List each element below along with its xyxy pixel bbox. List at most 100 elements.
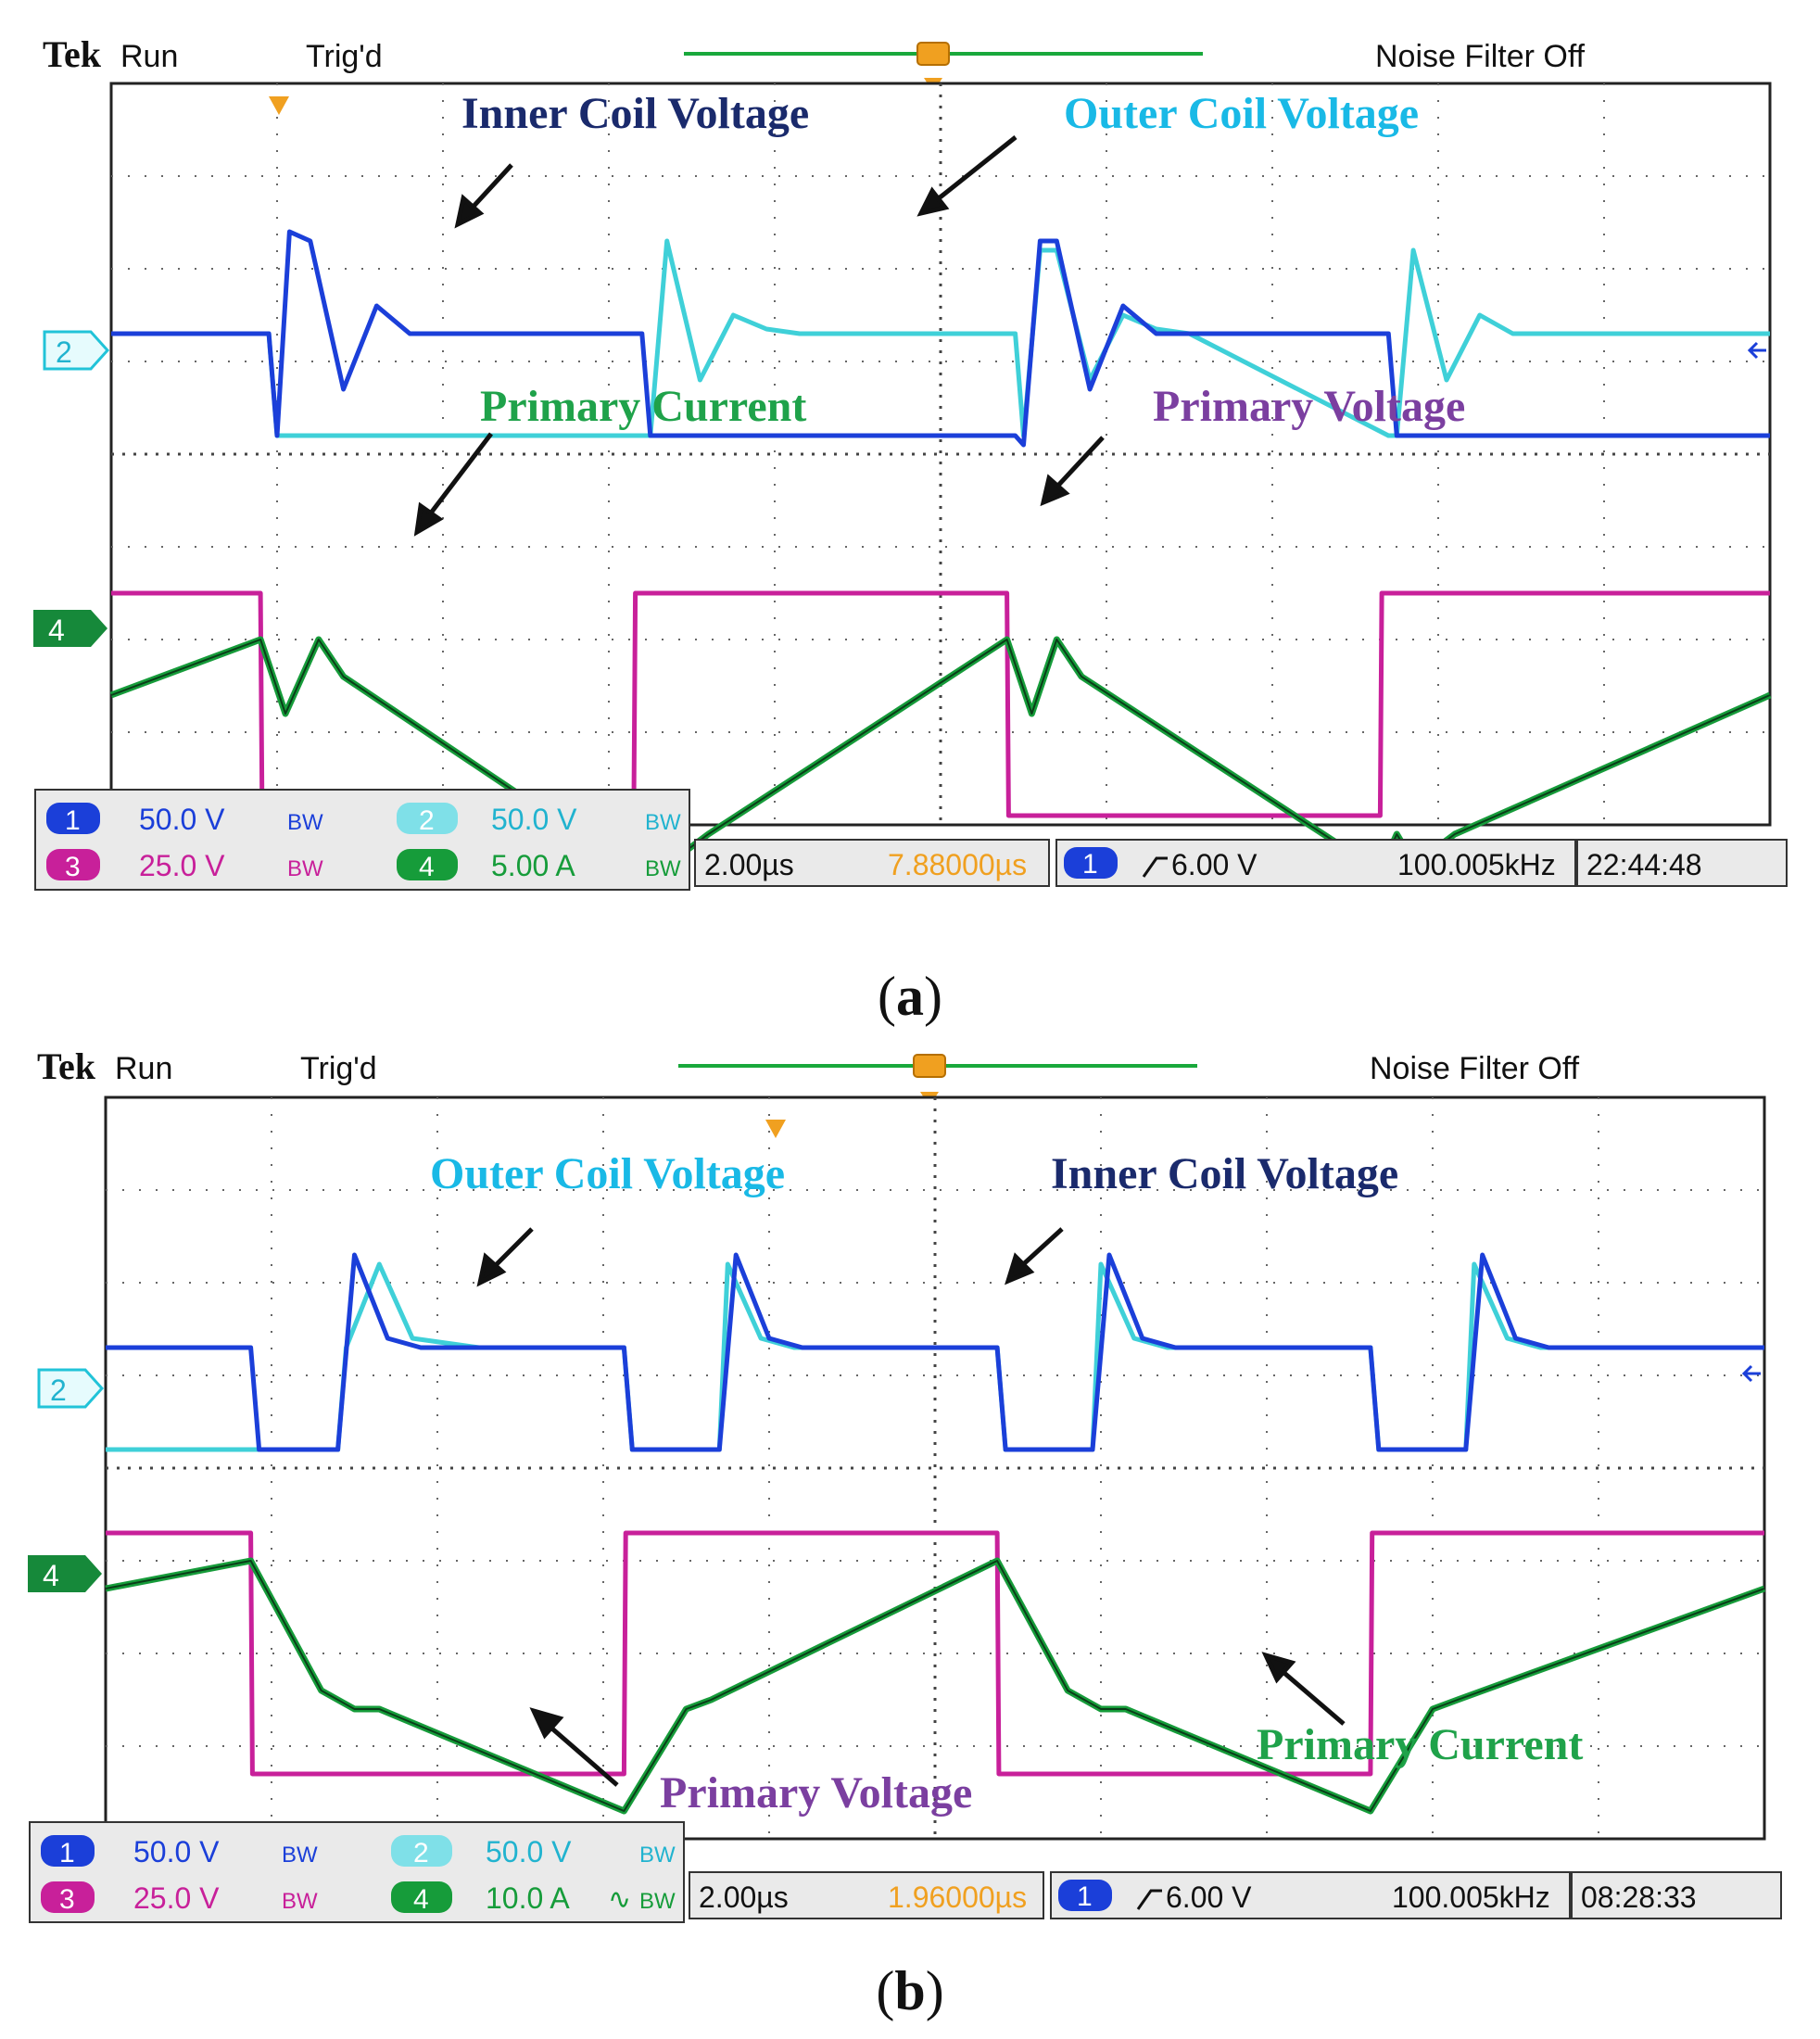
panel-a-timebase: 2.00µs (704, 848, 794, 881)
panel-b-trace-primary-current-core (105, 1560, 1765, 1812)
panel-b-trigger-box (1050, 1871, 1571, 1919)
panel-b-timebase: 2.00µs (699, 1881, 789, 1914)
panel-a-ch3-bw: BW (287, 856, 323, 881)
panel-b-ch3-bw: BW (282, 1889, 318, 1914)
panel-a-header: Tek Run Trig'd Noise Filter Off (43, 33, 1586, 93)
panel-a-ch4-badge-label: 4 (419, 852, 435, 882)
panel-b-caption-letter: b (894, 1960, 925, 2021)
panel-b-ch2-badge (391, 1835, 452, 1867)
panel-a-trigger-position: 7.88000µs (888, 848, 1027, 881)
panel-b-frequency: 100.005kHz (1392, 1881, 1550, 1914)
panel-a-ch3-badge-label: 3 (65, 852, 81, 882)
panel-b-trigger-marker-icon (765, 1120, 786, 1138)
panel-b-label-outer-coil: Outer Coil Voltage (430, 1149, 785, 1198)
panel-b-ch4-readout: 4 10.0 A ∿ BW (391, 1881, 676, 1915)
panel-b-ch4-marker-label: 4 (43, 1559, 59, 1592)
panel-b-trigger-source-badge (1058, 1880, 1112, 1911)
panel-b-label-inner-coil: Inner Coil Voltage (1051, 1149, 1398, 1198)
panel-b-ch4-coupling: ∿ (608, 1884, 631, 1915)
panel-b-ch1-bw: BW (282, 1843, 318, 1868)
panel-b-arrow-primary-voltage (529, 1707, 619, 1787)
panel-a-caption-letter: a (896, 966, 924, 1027)
panel-b-timebase-box (689, 1871, 1044, 1919)
panel-b-trigger-status: Trig'd (300, 1051, 377, 1086)
panel-a-ch4-bw: BW (645, 856, 681, 881)
panel-b-mode: Run (115, 1051, 172, 1086)
panel-b-annotations: Outer Coil Voltage Inner Coil Voltage Pr… (430, 1149, 1583, 1817)
panel-b-ch4-marker-shape (28, 1555, 102, 1592)
panel-b-trigger-source: 1 (1077, 1881, 1093, 1912)
panel-a-label-inner-coil: Inner Coil Voltage (461, 89, 809, 138)
panel-a-ch2-marker-shape (43, 330, 110, 371)
panel-a-ch2-badge (397, 803, 458, 834)
panel-b-ch4-badge-label: 4 (413, 1884, 429, 1915)
panel-b-record-window (913, 1054, 946, 1078)
panel-a-caption: (a) (878, 966, 942, 1027)
panel-a-arrow-inner-coil (454, 163, 513, 229)
panel-a-trace-outer-coil-voltage (111, 238, 1770, 438)
panel-a-trigger-level: 6.00 V (1171, 848, 1258, 881)
panel-b-trace-primary-voltage (106, 1530, 1764, 1777)
panel-b-ch2-readout: 2 50.0 V BW (391, 1835, 676, 1868)
panel-b-channel-box (29, 1821, 685, 1923)
panel-a-clock: 22:44:48 (1586, 848, 1702, 881)
panel-a-ch4-readout: 4 5.00 A BW (397, 849, 681, 882)
panel-a-trace-inner-coil-voltage (111, 229, 1770, 448)
panel-b-ch3-scale: 25.0 V (133, 1881, 220, 1915)
panel-a-ch4-marker-shape (33, 610, 107, 647)
panel-a-frequency: 100.005kHz (1397, 848, 1556, 881)
panel-b-clock: 08:28:33 (1581, 1881, 1697, 1914)
panel-a-arrow-primary-current (413, 432, 493, 537)
panel-a-ch2-scale: 50.0 V (491, 803, 577, 836)
panel-a-brand: Tek (43, 33, 102, 75)
panel-a-ch4-marker-label: 4 (48, 614, 65, 647)
panel-b-ch2-badge-label: 2 (413, 1838, 429, 1868)
panel-b-arrow-primary-current (1261, 1652, 1346, 1726)
panel-a-clock-box (1576, 839, 1788, 887)
panel-b-ch4-bw: BW (639, 1889, 676, 1914)
panel-a-rising-edge-icon (1142, 856, 1168, 878)
panel-b-ref-arrow-icon (1741, 1364, 1761, 1383)
panel-b-ch2-scale: 50.0 V (486, 1835, 572, 1868)
panel-b-arrows (476, 1227, 1346, 1787)
panel-a-trigger-source: 1 (1082, 849, 1098, 880)
panel-a-ch3-badge (46, 849, 100, 880)
panel-a-ch1-badge-label: 1 (65, 805, 81, 836)
panel-a-ch4-marker: 4 (33, 610, 107, 647)
panel-b-ch1-scale: 50.0 V (133, 1835, 220, 1868)
panel-a-arrow-primary-voltage (1040, 436, 1105, 507)
panel-b-ch3-readout: 3 25.0 V BW (41, 1881, 318, 1915)
panel-b-ch4-marker: 4 (28, 1555, 102, 1592)
panel-b-ch4-badge (391, 1881, 452, 1913)
panel-a-label-outer-coil: Outer Coil Voltage (1064, 89, 1419, 138)
panel-b-clock-box (1571, 1871, 1782, 1919)
panel-b-traces (105, 1252, 1766, 1815)
panel-b-noise-filter: Noise Filter Off (1370, 1051, 1580, 1086)
panel-a-mode: Run (120, 39, 178, 74)
panel-a-readout: 1 50.0 V BW 2 50.0 V BW 3 25.0 V BW 4 5.… (34, 789, 1788, 891)
panel-b-ch3-badge (41, 1881, 95, 1913)
panel-b: Tek Run Trig'd Noise Filter Off 2 4 Oute… (28, 1045, 1782, 2021)
panel-b-ch2-marker: 2 (37, 1368, 105, 1409)
panel-a-noise-filter: Noise Filter Off (1375, 39, 1586, 74)
panel-b-ch1-badge (41, 1835, 95, 1867)
panel-a-ch1-readout: 1 50.0 V BW (46, 803, 323, 836)
panel-b-arrow-outer-coil (476, 1227, 534, 1287)
panel-b-ch3-badge-label: 3 (59, 1884, 75, 1915)
panel-a-label-primary-voltage: Primary Voltage (1153, 382, 1465, 431)
panel-a: Tek Run Trig'd Noise Filter Off 2 4 Inne… (33, 33, 1788, 1027)
panel-a-ch3-readout: 3 25.0 V BW (46, 849, 323, 882)
panel-a-ch2-badge-label: 2 (419, 805, 435, 836)
panel-a-annotations: Inner Coil Voltage Outer Coil Voltage Pr… (461, 89, 1465, 431)
panel-b-ch2-marker-shape (37, 1368, 105, 1409)
panel-b-label-primary-current: Primary Current (1257, 1720, 1583, 1769)
panel-a-arrows (413, 135, 1105, 537)
panel-a-ch3-scale: 25.0 V (139, 849, 225, 882)
panel-a-trigger-status: Trig'd (306, 39, 383, 74)
panel-b-ch1-badge-label: 1 (59, 1838, 75, 1868)
panel-a-ref-arrow-icon (1747, 341, 1766, 360)
panel-a-trigger-marker-icon (269, 96, 289, 115)
panel-b-ch2-marker-label: 2 (50, 1374, 67, 1407)
panel-b-readout: 1 50.0 V BW 2 50.0 V BW 3 25.0 V BW 4 10… (29, 1821, 1782, 1923)
